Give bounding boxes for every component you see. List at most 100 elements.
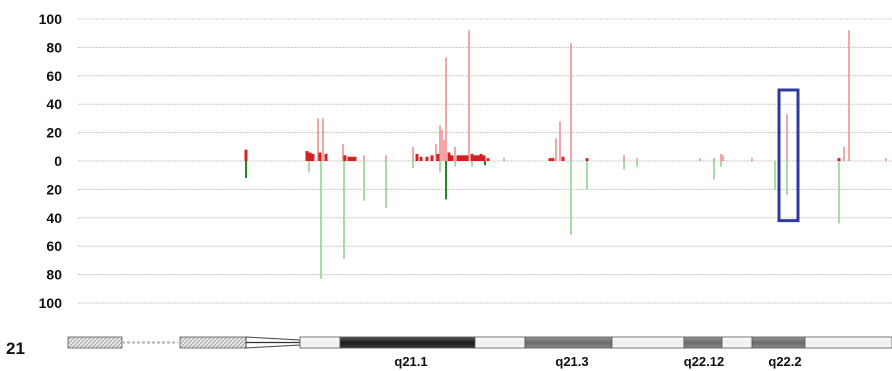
loss-bar bbox=[412, 161, 414, 169]
loss-bar bbox=[720, 161, 722, 167]
gain-bar bbox=[459, 155, 463, 161]
loss-bar bbox=[786, 161, 788, 196]
gain-bar bbox=[347, 156, 351, 161]
gain-bar bbox=[441, 129, 443, 161]
ideogram-band bbox=[524, 336, 613, 349]
gain-bar bbox=[470, 153, 474, 161]
gain-bar bbox=[412, 146, 414, 161]
gain-bar bbox=[885, 158, 887, 161]
ideogram-band bbox=[299, 336, 341, 349]
gain-bar bbox=[363, 155, 365, 161]
ideogram-band bbox=[721, 336, 753, 349]
gain-bar bbox=[342, 143, 344, 161]
loss-bar bbox=[570, 161, 572, 235]
gain-bar bbox=[585, 158, 589, 161]
loss-bar bbox=[586, 161, 588, 190]
band-label: q22.12 bbox=[684, 354, 724, 369]
y-tick-label: 80 bbox=[46, 39, 62, 55]
band-labels: q21.1 q21.3 q22.12 q22.2 bbox=[394, 354, 801, 369]
ideogram-band bbox=[804, 336, 892, 349]
gain-bar bbox=[751, 158, 753, 161]
gain-bar bbox=[415, 153, 419, 161]
loss-bar bbox=[363, 161, 365, 201]
ideogram-band bbox=[179, 336, 247, 349]
loss-bar bbox=[320, 161, 322, 279]
y-tick-label: 60 bbox=[46, 238, 62, 254]
gain-bar bbox=[551, 158, 555, 161]
loss-bar bbox=[385, 161, 387, 208]
gain-bar bbox=[570, 43, 572, 161]
gain-bar bbox=[419, 156, 423, 161]
y-tick-label: 100 bbox=[39, 11, 63, 27]
loss-bar bbox=[838, 161, 840, 224]
loss-bar bbox=[454, 161, 456, 167]
y-tick-label: 80 bbox=[46, 267, 62, 283]
gain-bar bbox=[623, 155, 625, 161]
loss-bar bbox=[445, 161, 447, 200]
gain-bar bbox=[837, 158, 841, 161]
gain-bar bbox=[324, 153, 328, 161]
loss-bar bbox=[713, 161, 715, 180]
gain-bar bbox=[443, 139, 445, 161]
band-label: q21.3 bbox=[555, 354, 588, 369]
gain-bar bbox=[317, 118, 319, 161]
y-tick-label: 40 bbox=[46, 96, 62, 112]
highlight-layer bbox=[777, 88, 800, 223]
y-tick-label: 100 bbox=[39, 295, 63, 311]
gain-bar bbox=[722, 155, 724, 161]
gain-bar bbox=[503, 158, 505, 161]
gain-bar bbox=[350, 156, 354, 161]
ideogram-band bbox=[474, 336, 526, 349]
gain-bar bbox=[353, 156, 357, 161]
gain-bar bbox=[445, 57, 447, 162]
gain-bar bbox=[318, 152, 322, 161]
gain-bar bbox=[447, 152, 451, 161]
loss-bar bbox=[484, 161, 486, 166]
loss-bar bbox=[636, 161, 638, 167]
chromosome-ideogram bbox=[67, 336, 892, 349]
band-label: q22.2 bbox=[768, 354, 801, 369]
gain-bar bbox=[476, 155, 480, 161]
gain-bar bbox=[439, 125, 441, 161]
gain-bar bbox=[435, 143, 437, 161]
gain-bar bbox=[385, 155, 387, 161]
highlight-box bbox=[777, 88, 800, 223]
loss-bar bbox=[471, 161, 473, 167]
y-tick-label: 0 bbox=[54, 153, 62, 169]
gain-bar bbox=[561, 156, 565, 161]
gain-bar bbox=[720, 153, 722, 161]
loss-bar bbox=[343, 161, 345, 259]
y-tick-label: 40 bbox=[46, 210, 62, 226]
loss-bar bbox=[245, 161, 247, 179]
ideogram-band bbox=[611, 336, 685, 349]
chromosome-label: 21 bbox=[6, 339, 25, 358]
band-label: q21.1 bbox=[394, 354, 427, 369]
ideogram-band bbox=[683, 336, 723, 349]
y-tick-label: 20 bbox=[46, 125, 62, 141]
gain-bar bbox=[555, 138, 557, 161]
gain-bar bbox=[548, 158, 552, 161]
gain-bar bbox=[468, 30, 470, 161]
gain-bar bbox=[436, 153, 440, 161]
gain-bar bbox=[848, 30, 850, 161]
y-tick-label: 20 bbox=[46, 181, 62, 197]
ideogram-band bbox=[751, 336, 806, 349]
loss-bar bbox=[774, 161, 776, 190]
gain-bar bbox=[305, 151, 309, 161]
gain-bar bbox=[454, 146, 456, 161]
gain-bar bbox=[786, 114, 788, 161]
gain-bar bbox=[244, 149, 248, 161]
gain-bar bbox=[311, 153, 315, 161]
gain-bar bbox=[465, 155, 469, 161]
gain-bar bbox=[456, 155, 460, 161]
gain-bar bbox=[843, 146, 845, 161]
gain-bar bbox=[308, 152, 312, 161]
gain-bar bbox=[322, 118, 324, 161]
bar-series bbox=[244, 30, 887, 279]
gain-bar bbox=[699, 158, 701, 161]
loss-bar bbox=[439, 161, 441, 173]
gain-bar bbox=[343, 155, 347, 161]
loss-bar bbox=[623, 161, 625, 170]
gain-bar bbox=[430, 155, 434, 161]
